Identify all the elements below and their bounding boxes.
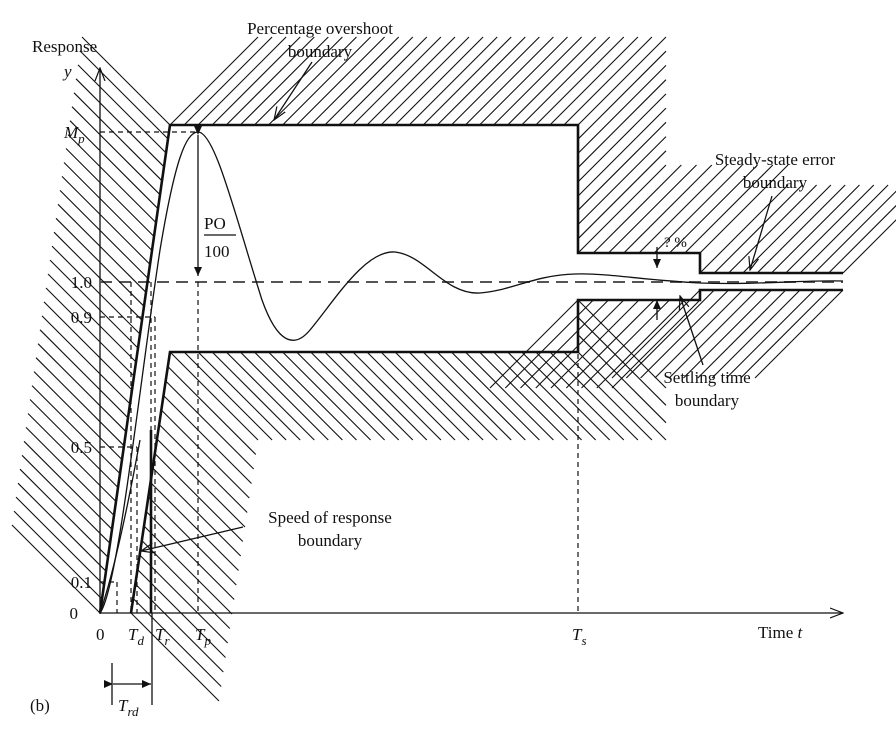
overshoot-label-2: boundary	[288, 42, 353, 61]
speed-leader	[141, 526, 244, 551]
ts-label: Ts	[572, 625, 587, 648]
overshoot-label-1: Percentage overshoot	[247, 19, 393, 38]
speed-label-2: boundary	[298, 531, 363, 550]
settling-leader	[680, 296, 704, 366]
y-tick-0: 0	[70, 604, 79, 623]
settling-label-2: boundary	[675, 391, 740, 410]
steady-label-1: Steady-state error	[715, 150, 836, 169]
tr-label: Tr	[155, 625, 170, 648]
td-label: Td	[128, 625, 144, 648]
speed-label-1: Speed of response	[268, 508, 392, 527]
steady-label-2: boundary	[743, 173, 808, 192]
y-symbol: y	[62, 62, 72, 81]
steady-leader	[750, 195, 773, 270]
panel-label: (b)	[30, 696, 50, 715]
po-numerator: PO	[204, 214, 226, 233]
lower-boundary	[129, 288, 844, 702]
response-curve	[99, 131, 844, 614]
y-title: Response	[32, 37, 97, 56]
y-tick-0-5: 0.5	[71, 438, 92, 457]
tp-label: Tp	[195, 625, 211, 648]
x-origin-label: 0	[96, 625, 105, 644]
trd-label: Trd	[118, 696, 139, 719]
overshoot-leader	[274, 61, 313, 120]
speed-of-response-lines	[99, 430, 153, 614]
x-title: Time t	[758, 623, 804, 642]
percent-band-label: ? %	[664, 235, 687, 251]
y-tick-mp: Mp	[63, 123, 85, 146]
po-denominator: 100	[204, 242, 230, 261]
settling-label-1: Settling time	[663, 368, 750, 387]
y-tick-1-0: 1.0	[71, 273, 92, 292]
y-tick-0-1: 0.1	[71, 573, 92, 592]
y-tick-0-9: 0.9	[71, 308, 92, 327]
overshoot-boundary	[11, 36, 896, 614]
